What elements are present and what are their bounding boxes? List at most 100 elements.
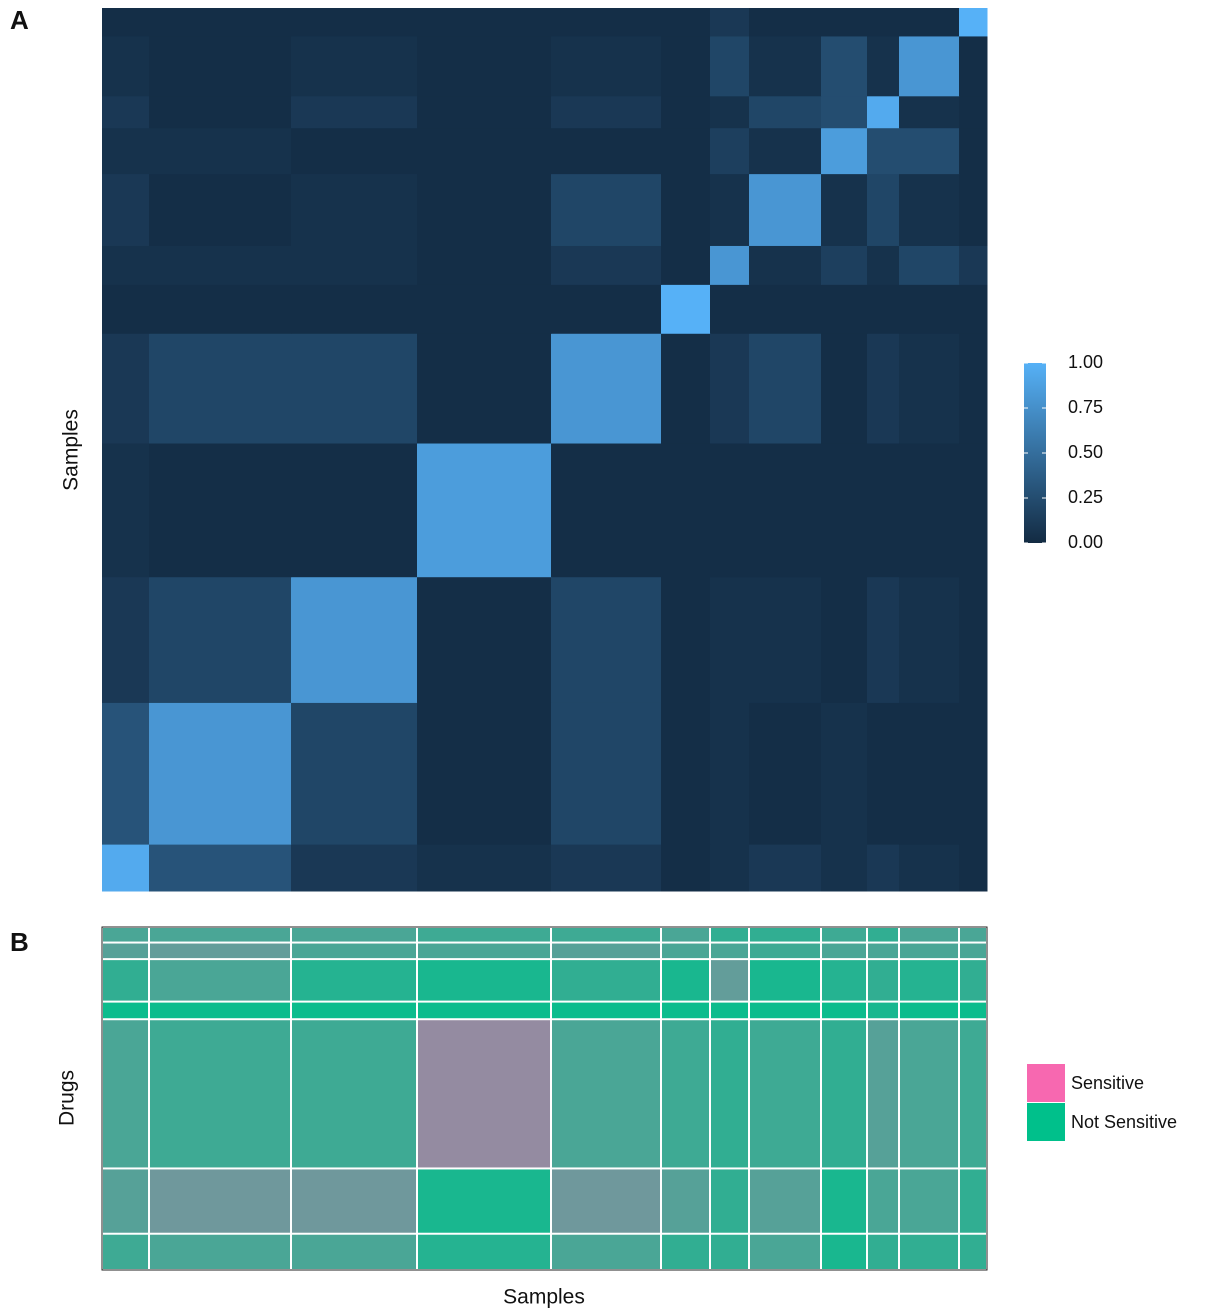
heatmap-block <box>960 1020 986 1168</box>
heatmap-cell <box>749 443 822 578</box>
heatmap-cell <box>149 576 292 703</box>
heatmap-block <box>960 1002 986 1019</box>
heatmap-block <box>103 1169 148 1233</box>
heatmap-border <box>101 926 988 1271</box>
heatmap-cell <box>661 8 711 37</box>
heatmap-cell <box>710 443 750 578</box>
heatmap-cell <box>551 35 662 97</box>
heatmap-cell <box>821 95 868 129</box>
heatmap-cell <box>551 576 662 703</box>
heatmap-cell <box>291 35 418 97</box>
heatmap-cell <box>149 284 292 334</box>
heatmap-block <box>960 1169 986 1233</box>
heatmap-cell <box>551 333 662 444</box>
x-axis-label: Samples <box>503 1286 585 1309</box>
heatmap-block <box>711 1020 748 1168</box>
heatmap-cell <box>749 333 822 444</box>
heatmap-cell <box>102 8 150 37</box>
heatmap-cell <box>821 284 868 334</box>
heatmap-cell <box>821 702 868 845</box>
heatmap-cell <box>551 127 662 175</box>
heatmap-block <box>662 1002 709 1019</box>
heatmap-block <box>750 1002 820 1019</box>
heatmap-cell <box>102 844 150 892</box>
heatmap-block <box>662 1020 709 1168</box>
heatmap-cell <box>417 576 552 703</box>
heatmap-cell <box>749 35 822 97</box>
heatmap-cell <box>710 576 750 703</box>
heatmap-cell <box>149 95 292 129</box>
heatmap-cell <box>867 245 900 285</box>
heatmap-cell <box>417 284 552 334</box>
heatmap-cell <box>867 443 900 578</box>
heatmap-block <box>711 943 748 959</box>
heatmap-cell <box>867 333 900 444</box>
heatmap-cell <box>661 173 711 246</box>
heatmap-block <box>711 1002 748 1019</box>
panel-label: B <box>10 927 29 957</box>
heatmap-cell <box>102 702 150 845</box>
heatmap-block <box>822 1002 866 1019</box>
heatmap-cell <box>899 443 960 578</box>
heatmap-block <box>750 943 820 959</box>
heatmap-cell <box>417 702 552 845</box>
heatmap-cell <box>149 35 292 97</box>
heatmap-block <box>711 928 748 942</box>
heatmap-cell <box>551 95 662 129</box>
heatmap-cell <box>821 844 868 892</box>
heatmap-block <box>418 1020 550 1168</box>
heatmap-block <box>662 928 709 942</box>
heatmap-cell <box>867 284 900 334</box>
heatmap-block <box>292 1169 416 1233</box>
heatmap-cell <box>710 702 750 845</box>
heatmap-block <box>150 1002 290 1019</box>
heatmap-cell <box>821 173 868 246</box>
heatmap-cell <box>749 8 822 37</box>
heatmap-cell <box>102 35 150 97</box>
heatmap-cell <box>291 284 418 334</box>
y-axis-label: Drugs <box>56 1070 79 1126</box>
heatmap-block <box>292 1020 416 1168</box>
heatmap-cell <box>102 127 150 175</box>
heatmap-block <box>822 1020 866 1168</box>
heatmap-cell <box>102 333 150 444</box>
heatmap-cell <box>899 127 960 175</box>
heatmap-cell <box>959 95 988 129</box>
heatmap-block <box>662 1169 709 1233</box>
heatmap-cell <box>661 576 711 703</box>
heatmap-cell <box>551 284 662 334</box>
heatmap-cell <box>899 702 960 845</box>
heatmap-cell <box>710 284 750 334</box>
colorbar <box>1024 363 1046 543</box>
heatmap-cell <box>149 702 292 845</box>
heatmap-cell <box>551 702 662 845</box>
heatmap-cell <box>867 173 900 246</box>
colorbar-label: 0.00 <box>1068 532 1103 552</box>
heatmap-cell <box>959 8 988 37</box>
heatmap-cell <box>102 443 150 578</box>
heatmap-cell <box>899 284 960 334</box>
panel-label: A <box>10 5 29 35</box>
heatmap-cell <box>710 173 750 246</box>
heatmap-block <box>750 960 820 1001</box>
heatmap-cell <box>899 333 960 444</box>
heatmap-cell <box>959 333 988 444</box>
heatmap-cell <box>749 245 822 285</box>
heatmap-block <box>868 943 898 959</box>
heatmap-block <box>960 960 986 1001</box>
heatmap-cell <box>149 443 292 578</box>
heatmap-cell <box>417 127 552 175</box>
heatmap-block <box>711 1234 748 1269</box>
heatmap-block <box>103 1234 148 1269</box>
heatmap-cell <box>149 333 292 444</box>
heatmap-cell <box>417 35 552 97</box>
heatmap-cell <box>149 844 292 892</box>
heatmap-block <box>900 1002 958 1019</box>
heatmap-cell <box>749 284 822 334</box>
heatmap-cell <box>959 245 988 285</box>
heatmap-cell <box>291 245 418 285</box>
heatmap-block <box>868 928 898 942</box>
heatmap-cell <box>899 8 960 37</box>
heatmap-cell <box>102 95 150 129</box>
heatmap-cell <box>867 8 900 37</box>
